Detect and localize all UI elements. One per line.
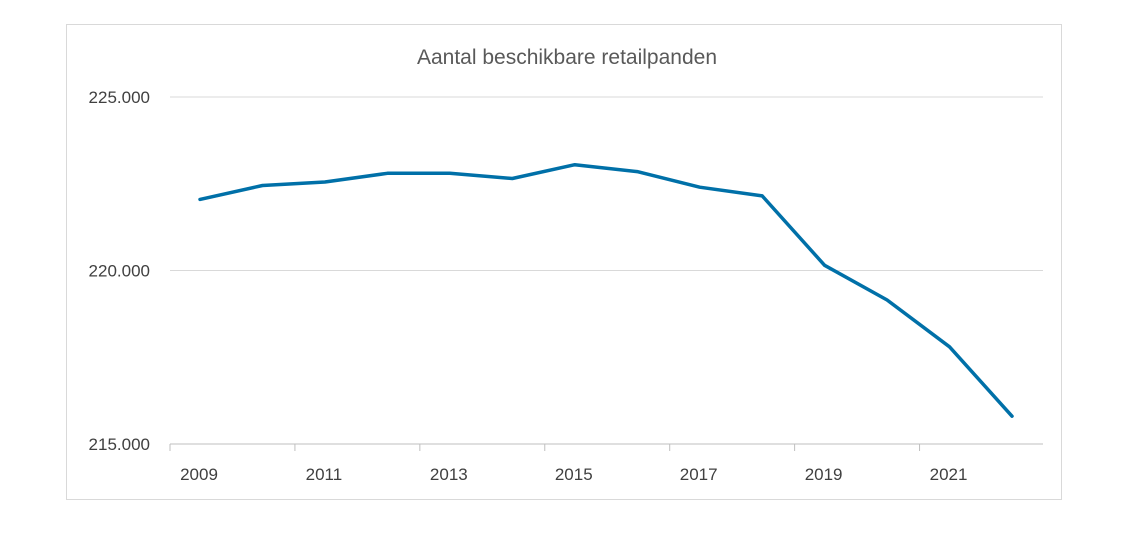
chart-area: [66, 24, 1062, 500]
series-layer: [198, 162, 1014, 418]
x-axis-labels: 2009 2011 2013 2015 2017 2019 2021: [180, 465, 967, 484]
x-tick-label: 2019: [805, 465, 843, 484]
y-axis-labels: 215.000 220.000 225.000: [89, 88, 150, 454]
x-tick-label: 2009: [180, 465, 218, 484]
x-tick-label: 2011: [306, 465, 343, 484]
x-axis: [169, 443, 1043, 451]
gridlines: [170, 96, 1043, 271]
y-tick-label: 225.000: [89, 88, 150, 107]
x-tick-label: 2015: [555, 465, 593, 484]
x-tick-label: 2013: [430, 465, 468, 484]
chart-title: Aantal beschikbare retailpanden: [417, 46, 717, 69]
series-line: [198, 162, 1014, 418]
x-tick-label: 2017: [680, 465, 718, 484]
x-tick-label: 2021: [930, 465, 968, 484]
y-tick-label: 215.000: [89, 435, 150, 454]
y-tick-label: 220.000: [89, 262, 150, 281]
